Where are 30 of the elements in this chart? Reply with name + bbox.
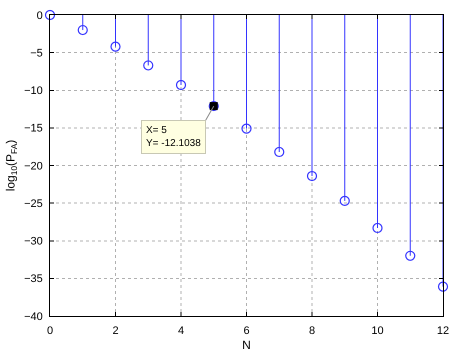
y-tick-label: −20	[24, 160, 43, 172]
x-tick-label: 12	[436, 325, 450, 338]
point	[340, 196, 350, 206]
point	[438, 282, 448, 292]
y-tick-label: −5	[30, 47, 43, 60]
point	[241, 124, 252, 134]
y-tick-label: −35	[24, 273, 43, 286]
x-tick-label: 6	[243, 325, 250, 338]
x-axis-title: N	[242, 338, 251, 352]
y-tick-label: −15	[24, 122, 43, 135]
point	[306, 170, 318, 182]
x-tick-label: 0	[46, 325, 54, 338]
x-tick-label: 10	[371, 325, 384, 338]
point	[274, 146, 284, 158]
y-tick-label: 0	[36, 10, 43, 22]
point	[110, 42, 121, 52]
point	[176, 80, 186, 90]
x-tick-label: 2	[112, 325, 119, 338]
y-tick-label: −10	[24, 85, 43, 98]
y-tick-label: −25	[24, 198, 43, 210]
x-tick-label: 8	[308, 325, 316, 338]
x-tick-label: 4	[178, 325, 184, 338]
point	[372, 222, 383, 234]
point	[44, 10, 56, 20]
point	[78, 24, 88, 36]
point	[405, 250, 416, 261]
y-tick-label: −30	[24, 236, 43, 248]
point	[143, 60, 154, 71]
annotation: X= 5 Y= -12.1038	[146, 125, 202, 149]
y-tick-label: −40	[24, 310, 43, 323]
